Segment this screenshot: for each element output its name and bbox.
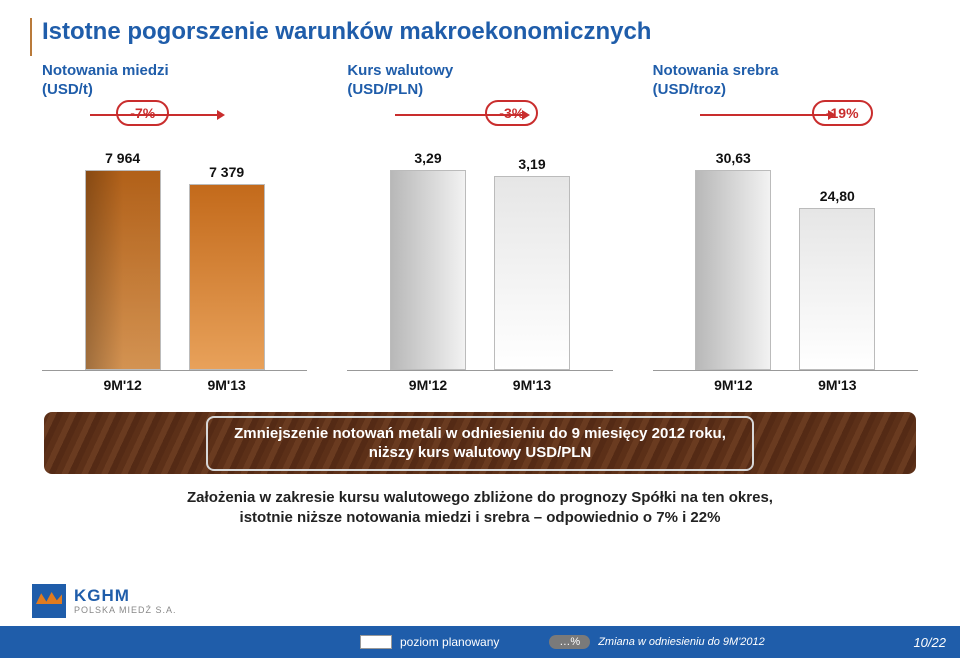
x-axis: 9M'12 9M'13 — [653, 370, 918, 393]
chart-block: Notowania miedzi(USD/t)-7% 7 964 7 379 9M'1… — [42, 62, 307, 393]
bar-wrap: 24,80 — [799, 188, 875, 370]
x-axis-label: 9M'12 — [85, 377, 161, 393]
legend-swatch — [360, 635, 392, 649]
subtext-line2: istotnie niższe notowania miedzi i srebr… — [42, 508, 918, 528]
chart-title: Notowania miedzi(USD/t) — [42, 62, 307, 102]
bar-wrap: 7 379 — [189, 164, 265, 370]
bar — [799, 208, 875, 370]
trend-arrow-line — [395, 114, 522, 116]
callout-band: Zmniejszenie notowań metali w odniesieni… — [42, 410, 918, 476]
bar-wrap: 30,63 — [695, 150, 771, 370]
bar-value-label: 3,19 — [518, 156, 545, 172]
page-title: Istotne pogorszenie warunków makroekonom… — [42, 18, 651, 46]
chart-title: Notowania srebra(USD/troz) — [653, 62, 918, 102]
subtext-line1: Założenia w zakresie kursu walutowego zb… — [42, 488, 918, 508]
pct-badge: …% — [549, 635, 590, 649]
bar-area: 3,29 3,19 — [347, 130, 612, 370]
x-axis-label: 9M'13 — [799, 377, 875, 393]
chart-block: Notowania srebra(USD/troz)-19% 30,63 24,80… — [653, 62, 918, 393]
title-rule — [30, 18, 32, 56]
x-axis-label: 9M'13 — [189, 377, 265, 393]
bar-wrap: 3,19 — [494, 156, 570, 370]
change-badge: -7% — [116, 100, 169, 126]
legend-label: poziom planowany — [400, 635, 499, 649]
x-axis: 9M'12 9M'13 — [42, 370, 307, 393]
bar — [189, 184, 265, 370]
subtext: Założenia w zakresie kursu walutowego zb… — [42, 488, 918, 529]
bar-value-label: 7 379 — [209, 164, 244, 180]
trend-arrow-head — [828, 110, 836, 120]
bar-area: 7 964 7 379 — [42, 130, 307, 370]
bar-value-label: 3,29 — [414, 150, 441, 166]
footer-bar: poziom planowany …% Zmiana w odniesieniu… — [0, 626, 960, 658]
bar-area: 30,63 24,80 — [653, 130, 918, 370]
bar — [85, 170, 161, 370]
bar-wrap: 3,29 — [390, 150, 466, 370]
pct-label: Zmiana w odniesieniu do 9M'2012 — [598, 636, 765, 648]
charts-row: Notowania miedzi(USD/t)-7% 7 964 7 379 9M'1… — [42, 62, 918, 393]
bar-value-label: 7 964 — [105, 150, 140, 166]
chart-block: Kurs walutowy(USD/PLN)-3%3,293,199M'129M… — [347, 62, 612, 393]
page-number: 10/22 — [913, 635, 946, 650]
x-axis: 9M'12 9M'13 — [347, 370, 612, 393]
bar — [695, 170, 771, 370]
chart-title: Kurs walutowy(USD/PLN) — [347, 62, 612, 102]
trend-arrow-head — [522, 110, 530, 120]
bar — [390, 170, 466, 370]
callout-line2: niższy kurs walutowy USD/PLN — [234, 443, 726, 463]
bar — [494, 176, 570, 370]
change-badge: -19% — [812, 100, 873, 126]
trend-arrow-head — [217, 110, 225, 120]
x-axis-label: 9M'13 — [494, 377, 570, 393]
bar-value-label: 24,80 — [820, 188, 855, 204]
logo-line2: POLSKA MIEDŹ S.A. — [74, 606, 177, 615]
callout-line1: Zmniejszenie notowań metali w odniesieni… — [234, 424, 726, 444]
logo-line1: KGHM — [74, 587, 177, 604]
trend-arrow-line — [700, 114, 827, 116]
logo-text: KGHM POLSKA MIEDŹ S.A. — [74, 587, 177, 615]
x-axis-label: 9M'12 — [695, 377, 771, 393]
logo-mark — [32, 584, 66, 618]
logo: KGHM POLSKA MIEDŹ S.A. — [32, 584, 177, 618]
bar-wrap: 7 964 — [85, 150, 161, 370]
trend-arrow-line — [90, 114, 217, 116]
callout-inner: Zmniejszenie notowań metali w odniesieni… — [206, 416, 754, 471]
x-axis-label: 9M'12 — [390, 377, 466, 393]
bar-value-label: 30,63 — [716, 150, 751, 166]
